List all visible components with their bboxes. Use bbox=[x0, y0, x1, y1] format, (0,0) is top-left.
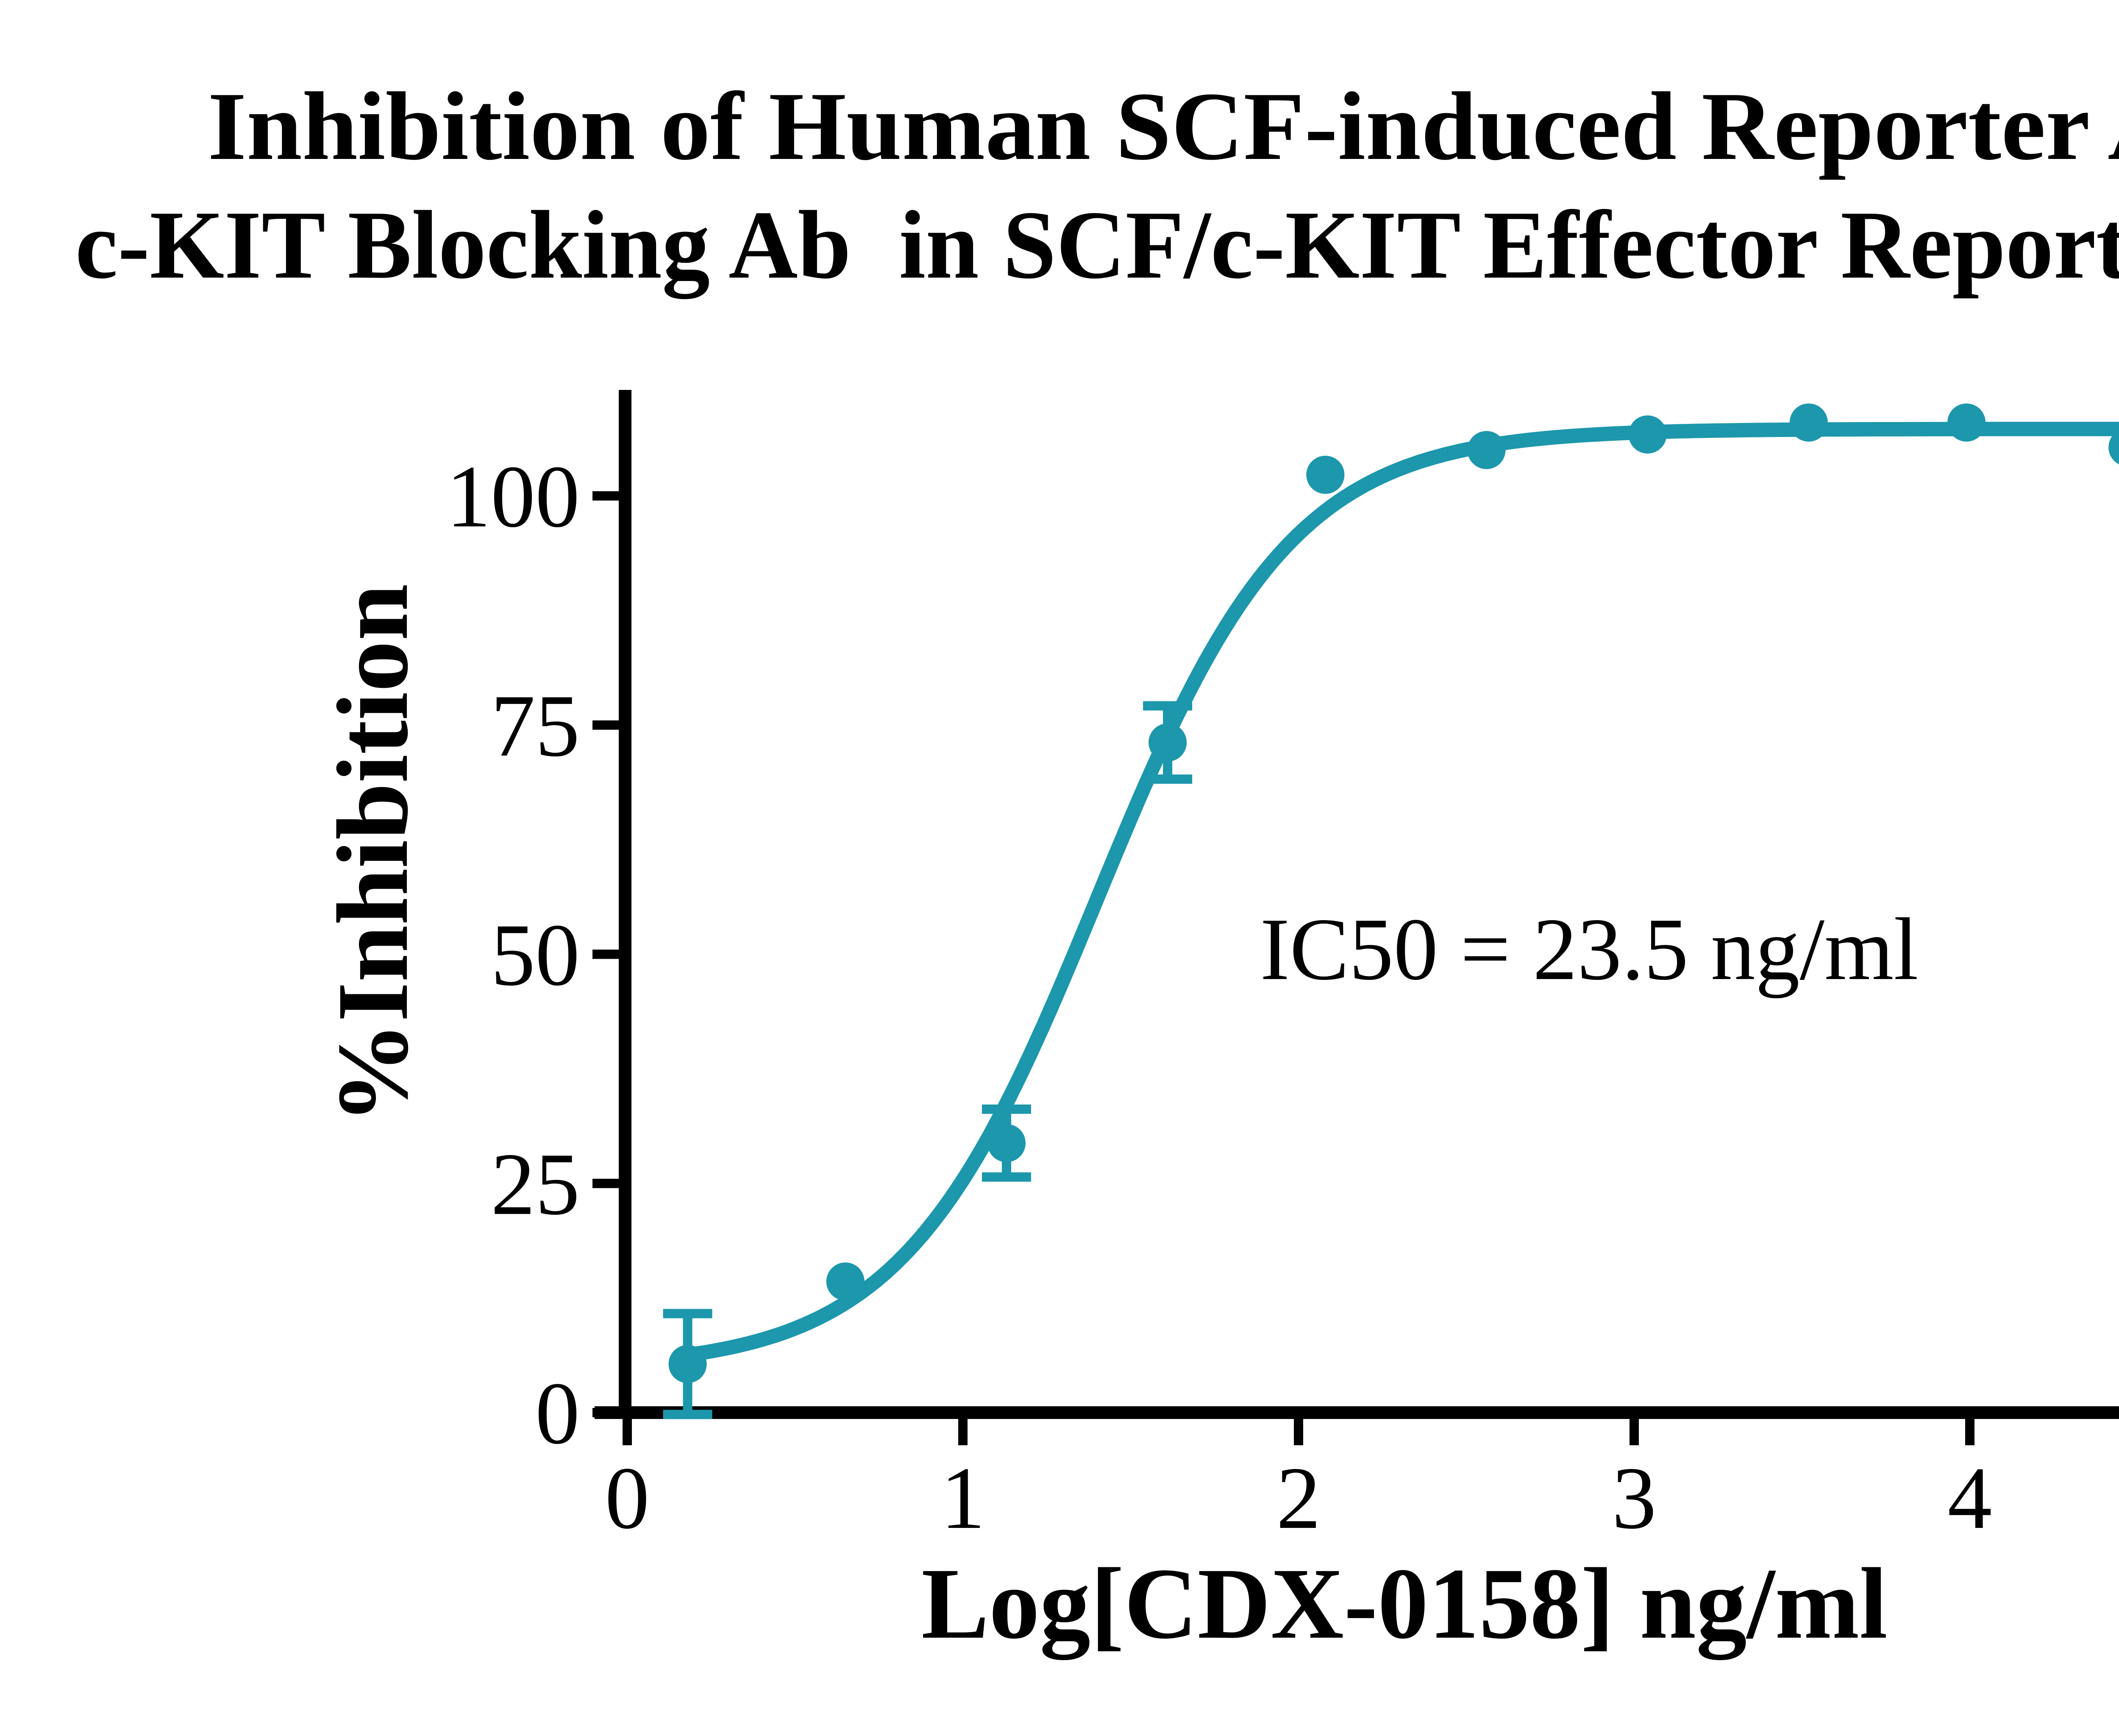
plot-area bbox=[663, 403, 2119, 1419]
fit-curve bbox=[680, 422, 2119, 1362]
chart-title-line1: Inhibition of Human SCF-induced Reporter… bbox=[208, 72, 2119, 180]
data-point bbox=[826, 1262, 865, 1301]
chart-title: Inhibition of Human SCF-induced Reporter… bbox=[75, 72, 2119, 299]
y-tick-label: 50 bbox=[491, 906, 580, 1004]
chart-title-line2: c-KIT Blocking Ab in SCF/c-KIT Effector … bbox=[75, 191, 2119, 299]
y-tick-label: 25 bbox=[491, 1135, 580, 1233]
data-point bbox=[1467, 431, 1506, 469]
y-axis-label: %Inhibition bbox=[316, 584, 429, 1124]
x-axis-label: Log[CDX-0158] ng/ml bbox=[921, 1547, 1888, 1660]
y-tick-label: 100 bbox=[446, 448, 580, 546]
x-tick-label: 1 bbox=[941, 1449, 985, 1547]
x-tick-label: 4 bbox=[1948, 1449, 1992, 1547]
x-tick-label: 2 bbox=[1276, 1449, 1321, 1547]
data-point bbox=[1628, 415, 1667, 454]
data-point bbox=[1947, 403, 1986, 442]
data-point bbox=[1789, 403, 1828, 442]
data-point bbox=[1148, 723, 1187, 762]
y-tick-label: 0 bbox=[535, 1364, 580, 1463]
x-tick-label: 3 bbox=[1612, 1449, 1657, 1547]
axes: 0 1 2 3 4 0 25 50 75 100 bbox=[446, 390, 2119, 1547]
x-tick-label: 0 bbox=[605, 1449, 650, 1547]
data-point bbox=[668, 1345, 707, 1383]
y-tick-label: 75 bbox=[491, 677, 580, 775]
data-point bbox=[1306, 456, 1345, 494]
ic50-annotation: IC50 = 23.5 ng/ml bbox=[1260, 900, 1918, 999]
data-point bbox=[2108, 430, 2119, 465]
data-point bbox=[987, 1124, 1026, 1163]
